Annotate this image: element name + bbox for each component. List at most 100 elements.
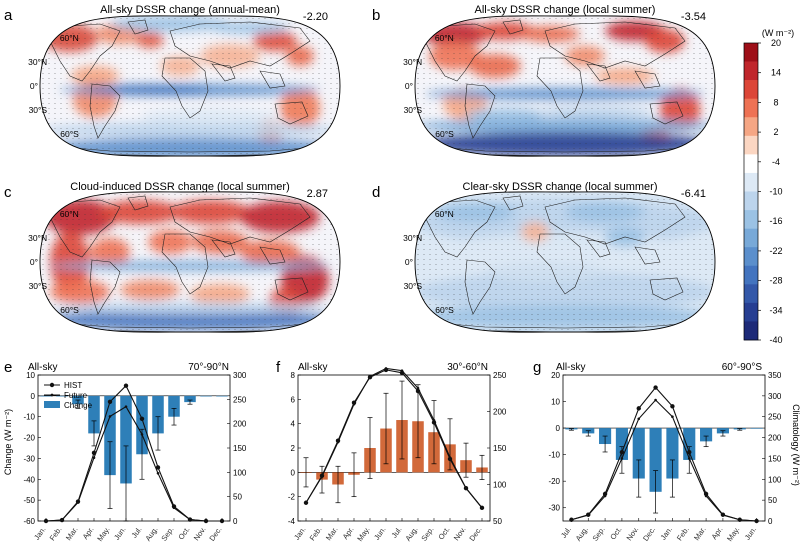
x-tick-label: Oct. bbox=[608, 525, 623, 541]
y2-tick-label: 200 bbox=[233, 420, 247, 429]
lat-label: 60°N bbox=[60, 209, 79, 219]
y2-tick-label: 250 bbox=[493, 371, 507, 380]
lat-labels-d: 60°N 30°N 0° 30°S 60°S bbox=[403, 209, 454, 315]
lat-label: 30°S bbox=[404, 281, 423, 291]
panel-letter-c: c bbox=[4, 184, 12, 201]
lat-label: 0° bbox=[30, 257, 38, 267]
coastline bbox=[274, 277, 309, 301]
x-tick-label: Dec. bbox=[467, 525, 483, 543]
x-tick-label: Jun. bbox=[112, 525, 128, 542]
point-future bbox=[320, 475, 324, 478]
point-hist bbox=[653, 385, 658, 390]
chart-panel-f: f All-sky 30°-60°N 8 6 4 2 0 -2 -4 250 200 150 100… bbox=[276, 359, 507, 543]
point-future bbox=[637, 417, 641, 421]
y2-tick-label: 150 bbox=[768, 454, 782, 463]
y-tick-label: -60 bbox=[23, 517, 35, 526]
line-hist bbox=[571, 386, 757, 522]
point-future bbox=[220, 519, 224, 523]
colorbar-tick-label: -16 bbox=[769, 216, 782, 226]
chart-panel-e: e All-sky 70°-90°N Change (W m⁻²) 100-10… bbox=[3, 359, 247, 543]
point-future bbox=[570, 518, 573, 522]
x-tick-label: May. bbox=[355, 525, 371, 543]
coastline bbox=[211, 239, 236, 258]
point-future bbox=[304, 501, 308, 505]
x-tick-label: Oct. bbox=[436, 525, 451, 541]
point-future bbox=[400, 369, 404, 372]
panel-letter-f: f bbox=[276, 359, 281, 376]
x-tick-label: Apr. bbox=[710, 525, 725, 541]
colorbar-cell bbox=[744, 172, 758, 192]
point-hist bbox=[670, 404, 675, 409]
line-hist bbox=[305, 369, 483, 509]
y2-axis-label-g: Climatology (W m⁻²) bbox=[791, 404, 800, 486]
legend-label: Change bbox=[64, 401, 93, 410]
bar bbox=[700, 428, 713, 442]
legend-label: HIST bbox=[64, 381, 82, 390]
sky-label-g: All-sky bbox=[556, 362, 585, 373]
x-tick-label: Jul. bbox=[559, 525, 573, 540]
x-tick-label: Feb. bbox=[308, 525, 324, 542]
x-tick-label: May. bbox=[95, 525, 111, 543]
coastline bbox=[424, 23, 496, 82]
point-future bbox=[464, 486, 468, 490]
lat-label: 0° bbox=[30, 81, 38, 91]
map-outline bbox=[39, 15, 341, 157]
map-value-d: -6.41 bbox=[681, 188, 706, 200]
lat-labels-c: 60°N 30°N 0° 30°S 60°S bbox=[28, 209, 79, 315]
plot-frame bbox=[297, 374, 491, 522]
bar bbox=[40, 395, 52, 397]
coastline bbox=[274, 101, 309, 125]
point-future bbox=[654, 398, 657, 402]
bar bbox=[750, 428, 763, 429]
colorbar-tick-label: 2 bbox=[773, 127, 778, 137]
map-outline bbox=[39, 191, 341, 333]
lat-label: 30°S bbox=[404, 105, 423, 115]
coastline bbox=[502, 195, 524, 211]
line-future bbox=[45, 405, 222, 522]
point-future bbox=[140, 433, 144, 436]
lat-label: 30°S bbox=[29, 281, 48, 291]
y2-tick-label: 300 bbox=[768, 392, 782, 401]
point-future bbox=[432, 418, 436, 422]
x-tick-label: Oct. bbox=[176, 525, 191, 541]
y-tick-label: 10 bbox=[551, 398, 560, 407]
x-tick-label: Dec. bbox=[207, 525, 223, 543]
x-tick-label: Aug. bbox=[143, 525, 159, 543]
coastline bbox=[536, 57, 584, 119]
colorbar-ticks: 20 14 8 2 -4 -10 -16 -22 -28 -34 -40 bbox=[758, 38, 783, 345]
panel-letter-e: e bbox=[4, 359, 12, 376]
lat-label: 30°S bbox=[29, 105, 48, 115]
coastline bbox=[161, 57, 209, 119]
coastline bbox=[89, 83, 121, 139]
colorbar-tick-label: -34 bbox=[769, 305, 782, 315]
map-globe-b bbox=[414, 15, 716, 157]
point-future bbox=[204, 519, 208, 523]
point-hist bbox=[107, 399, 113, 404]
bar bbox=[184, 395, 196, 403]
y-tick-label: -2 bbox=[288, 493, 296, 502]
lat-labels-b: 60°N 30°N 0° 30°S 60°S bbox=[403, 33, 454, 139]
coastline bbox=[536, 233, 584, 295]
bar bbox=[120, 395, 132, 484]
coastline bbox=[49, 23, 121, 82]
y2-tick-label: 250 bbox=[768, 413, 782, 422]
sky-label-f: All-sky bbox=[298, 362, 327, 373]
panel-letter-b: b bbox=[372, 7, 380, 24]
y-tick-label: -10 bbox=[548, 451, 560, 460]
map-title-a: All-sky DSSR change (annual-mean) bbox=[100, 4, 280, 16]
y-tick-label: 8 bbox=[291, 371, 296, 380]
map-title-b: All-sky DSSR change (local summer) bbox=[475, 4, 656, 16]
colorbar-cell bbox=[744, 117, 758, 137]
x-tick-label: Dec. bbox=[641, 525, 657, 543]
point-hist bbox=[139, 416, 145, 421]
bar bbox=[216, 395, 228, 397]
lat-label: 30°N bbox=[403, 57, 422, 67]
point-future bbox=[352, 402, 356, 406]
x-tick-label: Mar. bbox=[64, 525, 80, 542]
point-future bbox=[172, 506, 176, 510]
y-tick-label: 0 bbox=[31, 392, 36, 401]
lat-label: 30°N bbox=[28, 233, 47, 243]
colorbar-cells bbox=[743, 42, 759, 341]
coastline bbox=[634, 70, 661, 89]
lat-label: 60°S bbox=[435, 305, 454, 315]
